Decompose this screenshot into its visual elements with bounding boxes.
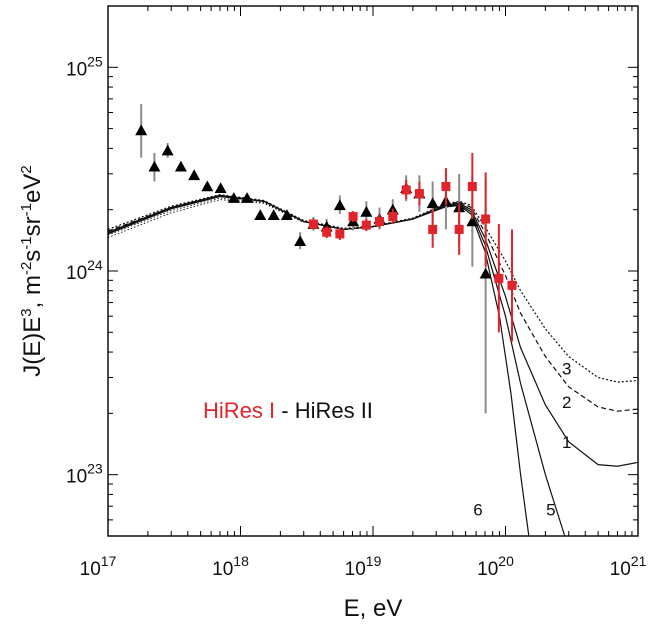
hires2-point: [201, 180, 214, 192]
hires2-point: [267, 209, 280, 220]
hires2-point: [294, 235, 307, 247]
legend: HiRes I - HiRes II: [203, 398, 373, 423]
axis-tick-labels: 1017 1018 1019 1020 1021 1023 1024 1025: [66, 53, 647, 580]
hires2-point: [479, 267, 492, 279]
curve-label-3: 3: [562, 360, 571, 379]
hires2-point: [254, 209, 267, 220]
hires2-point: [214, 182, 227, 193]
hires2-point: [280, 209, 293, 220]
model-curve-3: [108, 194, 638, 383]
curve-label-5: 5: [546, 501, 555, 520]
hires2-point: [426, 197, 439, 209]
hires1-point: [335, 229, 345, 239]
model-curve-6: [108, 195, 530, 536]
hires1-point: [494, 273, 504, 283]
hires1-point: [414, 189, 424, 199]
hires1-point: [375, 216, 385, 226]
plot-frame: [107, 5, 639, 537]
hires1-point: [348, 212, 358, 222]
model-curve-1: [108, 194, 638, 467]
y-axis-title: J(E)E3, m-2s-1sr-1eV2: [18, 165, 46, 376]
hires2-point: [466, 215, 479, 227]
hires2-point: [135, 124, 148, 136]
hires1-point: [467, 181, 477, 191]
hires2-point: [174, 160, 187, 172]
hires2-point: [360, 205, 373, 217]
hires1-point: [388, 212, 398, 222]
data-points: [135, 104, 517, 414]
x-axis-title: E, eV: [344, 595, 403, 622]
y-tick-label: 1025: [66, 53, 103, 80]
hires1-point: [481, 214, 491, 224]
hires2-point: [148, 160, 161, 172]
model-curves: [108, 194, 638, 536]
hires1-point: [428, 224, 438, 234]
hires2-point: [188, 169, 201, 181]
hires1-point: [454, 224, 464, 234]
hires2-point: [227, 192, 240, 203]
curve-label-2: 2: [562, 393, 571, 412]
hires2-point: [161, 144, 174, 156]
x-tick-label: 1017: [80, 553, 117, 580]
hires1-point: [308, 219, 318, 229]
x-tick-label: 1020: [477, 553, 514, 580]
legend-hires1: HiRes I: [203, 398, 275, 423]
hires2-point: [241, 192, 254, 203]
hires1-point: [441, 181, 451, 191]
hires2-point: [333, 199, 346, 211]
model-curve-2: [108, 194, 638, 412]
hires1-point: [361, 220, 371, 230]
y-tick-label: 1023: [66, 461, 103, 488]
legend-separator: -: [275, 398, 295, 423]
y-tick-label: 1024: [66, 257, 103, 284]
axis-ticks: [107, 5, 639, 537]
hires1-point: [322, 227, 332, 237]
legend-hires2: HiRes II: [295, 398, 373, 423]
curve-label-1: 1: [562, 433, 571, 452]
hires1-point: [507, 280, 517, 290]
x-tick-label: 1019: [345, 553, 382, 580]
model-curve-5: [108, 195, 566, 536]
x-tick-label: 1018: [212, 553, 249, 580]
curve-label-6: 6: [473, 501, 482, 520]
hires1-point: [401, 185, 411, 195]
curve-labels: 1 2 3 5 6: [473, 360, 571, 520]
x-tick-label: 1021: [610, 553, 647, 580]
